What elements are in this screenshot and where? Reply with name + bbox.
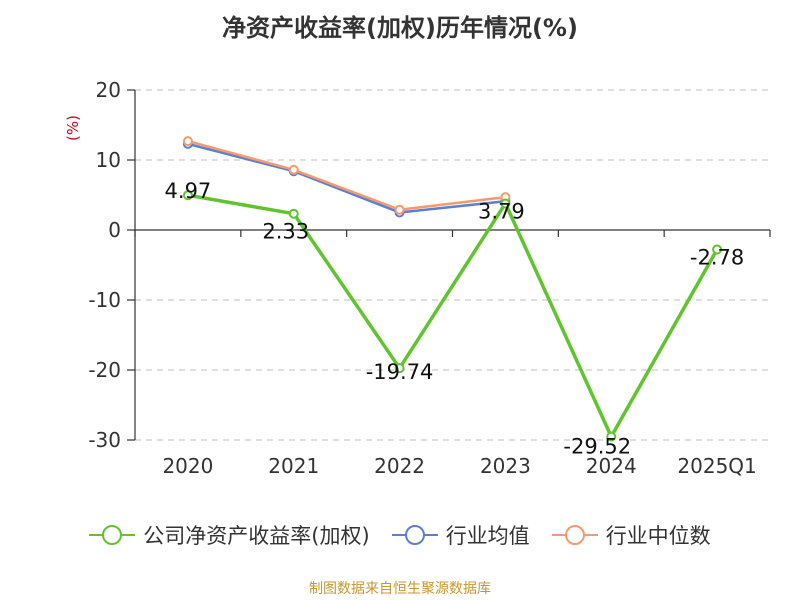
series-line-0 — [187, 193, 719, 439]
data-label: 3.79 — [478, 199, 525, 223]
y-axis-label: (%) — [64, 115, 82, 141]
axes: 20 10 0 -10 -20 -30 2020 2021 2022 2023 2024 2025Q1… — [64, 78, 771, 478]
data-point-0 — [606, 431, 617, 442]
data-point-2 — [182, 136, 193, 147]
legend-swatch-industry-median — [551, 525, 598, 545]
legend-label-company: 公司净资产收益率(加权) — [143, 524, 370, 548]
data-point-0 — [182, 190, 193, 201]
y-tick-label: 20 — [96, 78, 121, 102]
series-line-2 — [187, 139, 506, 211]
series-layer — [182, 136, 723, 442]
data-point-0 — [712, 244, 723, 255]
legend-item-industry-mean[interactable]: 行业均值 — [391, 520, 530, 550]
grid — [135, 89, 770, 441]
data-source-note: 制图数据来自恒生聚源数据库 — [309, 581, 491, 597]
y-tick-label: 10 — [96, 148, 121, 172]
series-line-1 — [187, 142, 506, 214]
data-label: 2.33 — [262, 220, 309, 244]
legend: 公司净资产收益率(加权) 行业均值 行业中位数 — [0, 520, 800, 550]
legend-item-industry-median[interactable]: 行业中位数 — [551, 520, 711, 550]
data-point-0 — [500, 198, 511, 209]
x-tick-label: 2025Q1 — [677, 454, 756, 478]
data-label: -2.78 — [690, 245, 744, 269]
x-tick-label: 2024 — [586, 454, 637, 478]
data-point-2 — [288, 164, 299, 175]
y-tick-label: 0 — [108, 218, 121, 242]
legend-label-industry-mean: 行业均值 — [445, 524, 530, 548]
legend-label-industry-median: 行业中位数 — [605, 524, 711, 548]
x-tick-label: 2022 — [374, 454, 425, 478]
data-point-0 — [394, 363, 405, 374]
y-tick-label: -10 — [88, 288, 121, 312]
data-label: -29.52 — [563, 435, 631, 459]
x-tick-label: 2020 — [162, 454, 213, 478]
legend-item-company[interactable]: 公司净资产收益率(加权) — [89, 520, 370, 550]
data-point-0 — [288, 208, 299, 219]
legend-swatch-industry-mean — [391, 525, 438, 545]
y-tick-label: -20 — [88, 358, 121, 382]
chart-title: 净资产收益率(加权)历年情况(%) — [222, 14, 578, 42]
data-label: -19.74 — [366, 360, 434, 384]
x-tick-label: 2023 — [480, 454, 531, 478]
data-point-2 — [394, 204, 405, 215]
data-label: 4.97 — [165, 179, 212, 203]
x-tick-label: 2021 — [268, 454, 319, 478]
legend-swatch-company — [89, 525, 136, 545]
y-tick-label: -30 — [88, 428, 121, 452]
data-labels: 4.97 2.33 -19.74 3.79 -29.52 -2.78 — [165, 179, 745, 458]
